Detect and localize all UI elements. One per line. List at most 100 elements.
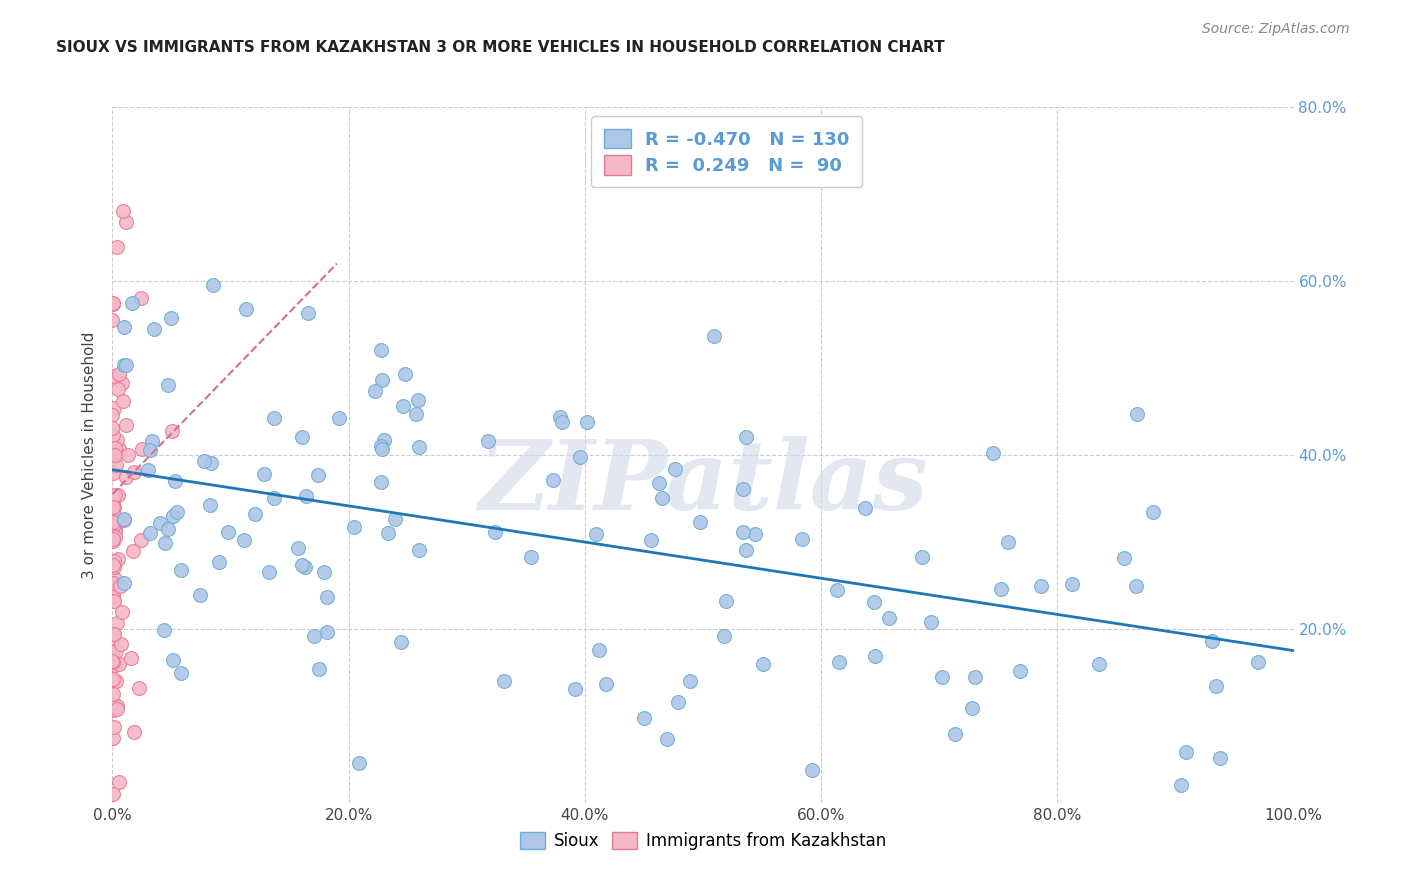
Point [107,488,129,502]
Point [548,409,571,424]
Point [879,611,901,625]
Text: Source: ZipAtlas.com: Source: ZipAtlas.com [1202,22,1350,37]
Point [997,534,1019,549]
Point [162,653,184,667]
Point [101,533,124,547]
Point [295,489,318,503]
Point [105,673,128,688]
Point [103,401,125,415]
Point [371,373,394,387]
Point [408,440,430,454]
Point [139,525,162,540]
Point [1126,407,1149,421]
Point [105,433,128,447]
Point [101,313,124,327]
Point [1031,579,1053,593]
Point [101,590,124,604]
Point [101,655,124,669]
Point [108,442,131,456]
Point [103,560,125,574]
Point [595,677,617,691]
Point [101,421,124,435]
Point [108,657,131,672]
Y-axis label: 3 or more Vehicles in Household: 3 or more Vehicles in Household [82,331,97,579]
Point [108,774,131,789]
Point [103,703,125,717]
Point [1114,551,1136,566]
Point [484,524,506,539]
Point [370,440,392,454]
Point [328,411,350,425]
Point [163,474,186,488]
Point [101,674,124,689]
Point [121,296,143,310]
Point [107,443,129,458]
Point [294,560,316,574]
Point [166,505,188,519]
Point [920,615,942,629]
Point [235,301,257,316]
Point [112,576,135,591]
Point [103,500,125,515]
Point [112,358,135,372]
Point [1175,746,1198,760]
Point [384,512,406,526]
Point [101,491,124,506]
Point [103,627,125,641]
Point [664,462,686,476]
Point [104,448,127,462]
Point [633,711,655,725]
Point [101,428,124,442]
Point [962,701,984,715]
Point [943,727,966,741]
Point [370,343,392,358]
Point [1010,664,1032,678]
Point [112,513,135,527]
Point [853,500,876,515]
Point [101,296,124,310]
Point [101,654,124,668]
Point [827,582,849,597]
Point [101,297,124,311]
Point [640,533,662,547]
Point [734,543,756,558]
Point [104,657,127,672]
Point [170,563,193,577]
Point [101,787,124,801]
Point [136,463,159,477]
Point [115,469,138,483]
Point [114,215,136,229]
Point [389,634,412,648]
Point [101,672,124,686]
Point [156,378,179,392]
Point [647,475,669,490]
Point [651,491,673,505]
Point [257,565,280,579]
Point [713,629,735,643]
Point [170,665,193,680]
Point [101,518,124,533]
Point [101,687,124,701]
Point [107,512,129,526]
Point [103,554,125,568]
Point [790,533,813,547]
Point [744,527,766,541]
Point [564,681,586,696]
Point [105,458,128,472]
Point [253,467,276,482]
Point [392,399,415,413]
Point [117,448,139,462]
Point [110,637,132,651]
Point [406,392,429,407]
Point [143,321,166,335]
Point [101,633,124,648]
Point [302,629,325,643]
Point [139,443,162,458]
Point [101,534,124,549]
Point [492,673,515,688]
Point [153,536,176,550]
Point [103,594,125,608]
Point [569,450,592,464]
Point [101,558,124,572]
Point [103,500,125,515]
